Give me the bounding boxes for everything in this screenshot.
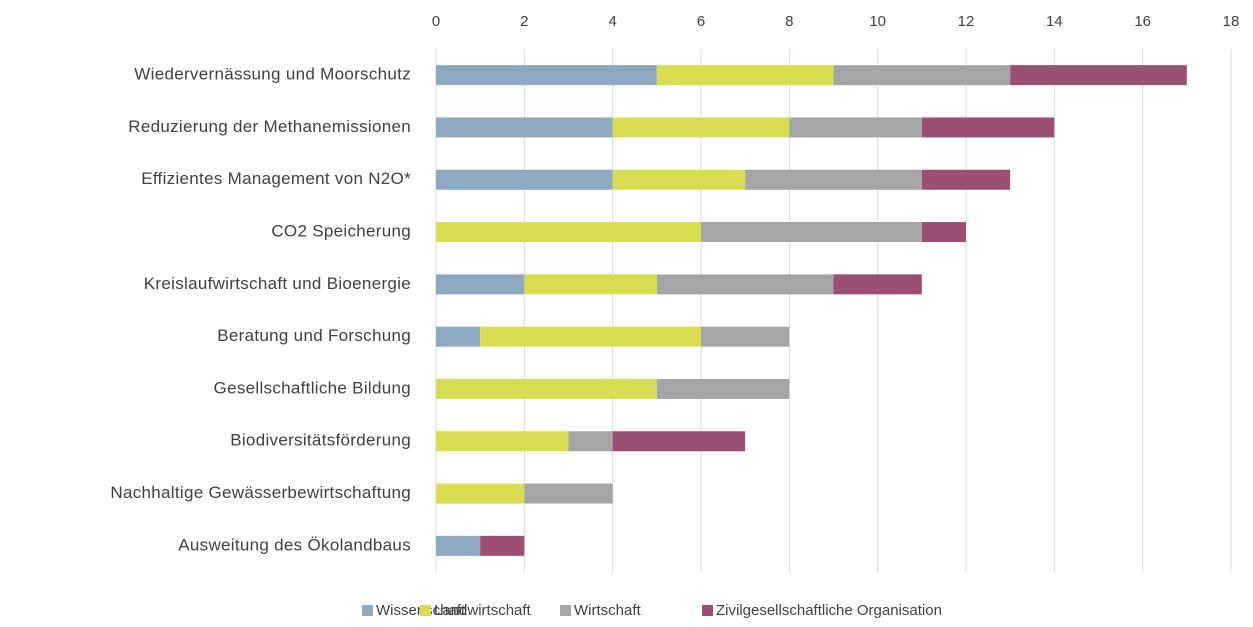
bar-segment [745, 169, 922, 190]
y-tick-label: Biodiversitätsförderung [230, 431, 411, 450]
y-tick-label: Wiedervernässung und Moorschutz [134, 65, 411, 84]
bar-segment [656, 378, 790, 399]
bar-segment [921, 117, 1055, 138]
y-tick-label: Gesellschaftliche Bildung [214, 378, 411, 397]
y-tick-label: Reduzierung der Methanemissionen [128, 117, 411, 136]
bar-segment [701, 326, 790, 347]
bar-segment [612, 117, 790, 138]
legend-swatch [362, 605, 373, 616]
bar-segment [921, 169, 1011, 190]
bar-segment [833, 65, 1011, 86]
bar-segment [612, 431, 746, 452]
y-tick-label: CO2 Speicherung [271, 222, 411, 241]
bar-segment [833, 274, 922, 295]
bar-segment [1010, 65, 1187, 86]
x-tick-label: 10 [869, 13, 886, 30]
legend-swatch [420, 605, 431, 616]
x-tick-label: 4 [608, 13, 616, 30]
bar-segment [436, 274, 525, 295]
bar-segment [656, 65, 834, 86]
y-tick-label: Kreislaufwirtschaft und Bioenergie [144, 274, 411, 293]
legend-swatch [560, 605, 571, 616]
bar-segment [436, 378, 657, 399]
bar-segment [436, 169, 613, 190]
bar-segment [568, 431, 613, 452]
bar-segment [436, 431, 569, 452]
bar-segment [701, 222, 922, 243]
x-tick-label: 12 [958, 13, 975, 30]
legend-label: Wirtschaft [574, 602, 642, 619]
bar-segment [436, 222, 701, 243]
y-tick-label: Nachhaltige Gewässerbewirtschaftung [110, 483, 411, 502]
x-tick-label: 2 [520, 13, 528, 30]
y-tick-label: Ausweitung des Ökolandbaus [178, 535, 411, 554]
legend-label: Landwirtschaft [434, 602, 532, 619]
y-tick-label: Effizientes Management von N2O* [141, 169, 411, 188]
bar-segment [921, 222, 966, 243]
bar-segment [436, 117, 613, 138]
bar-segment [524, 483, 613, 504]
bar-segment [436, 65, 657, 86]
bar-segment [524, 274, 657, 295]
bar-segment [789, 117, 922, 138]
x-tick-label: 0 [432, 13, 440, 30]
bar-segment [436, 326, 481, 347]
x-tick-label: 6 [697, 13, 705, 30]
bar-segment [480, 326, 701, 347]
legend-swatch [702, 605, 713, 616]
x-tick-label: 8 [785, 13, 793, 30]
x-tick-label: 16 [1134, 13, 1151, 30]
x-tick-label: 14 [1046, 13, 1063, 30]
bar-segment [436, 535, 481, 556]
bar-segment [480, 535, 525, 556]
bar-segment [612, 169, 746, 190]
bar-segment [436, 483, 525, 504]
x-tick-label: 18 [1223, 13, 1240, 30]
bar-segment [656, 274, 834, 295]
y-tick-label: Beratung und Forschung [217, 326, 411, 345]
legend-label: Zivilgesellschaftliche Organisation [716, 602, 942, 619]
